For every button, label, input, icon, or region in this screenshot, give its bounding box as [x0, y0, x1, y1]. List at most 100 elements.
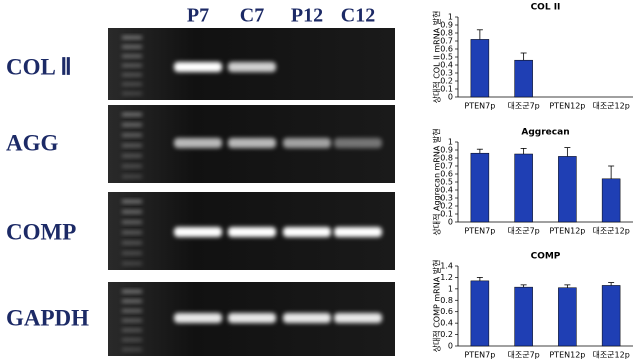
x-tick-label: PTEN7p	[464, 227, 495, 236]
y-tick-label: 1	[448, 13, 453, 22]
bar	[558, 156, 577, 223]
row-label: COMP	[6, 219, 76, 244]
y-tick-label: 0.4	[440, 319, 453, 328]
y-tick-label: 0.3	[440, 69, 453, 78]
y-tick-label: 0.5	[440, 178, 453, 187]
bar	[514, 59, 533, 98]
ladder-band	[122, 348, 142, 351]
chart-title: COL II	[531, 3, 561, 13]
y-tick-label: 0.2	[440, 330, 453, 339]
ladder-band	[122, 175, 142, 178]
ladder-band	[122, 231, 142, 234]
ladder-band	[122, 251, 142, 255]
ladder-band	[122, 309, 142, 313]
gel-band	[228, 313, 276, 323]
y-tick-label: 0.1	[440, 210, 453, 219]
y-tick-label: 1	[448, 284, 453, 293]
x-tick-label: 대조군12p	[592, 227, 629, 236]
bar	[470, 152, 490, 223]
ladder-band	[122, 92, 142, 95]
ladder-band	[122, 164, 142, 168]
y-axis-label: 상대적 Aggrecan mRNA 발현	[432, 128, 442, 235]
lane-label: C12	[341, 5, 375, 27]
bar	[601, 285, 621, 347]
bar	[558, 287, 577, 347]
ladder-band	[122, 45, 142, 49]
x-tick-label: 대조군7p	[508, 351, 540, 360]
y-tick-label: 0.9	[440, 21, 453, 30]
ladder-band	[122, 299, 142, 303]
gel-band	[334, 227, 382, 237]
y-tick-label: 0.5	[440, 53, 453, 62]
ladder-band	[122, 123, 142, 127]
y-tick-label: 0	[448, 342, 453, 351]
y-tick-label: 0	[448, 218, 453, 227]
ladder-band	[122, 210, 142, 214]
y-tick-label: 0.6	[440, 170, 453, 179]
y-tick-label: 0.2	[440, 202, 453, 211]
bar	[601, 178, 621, 223]
y-tick-label: 0	[448, 93, 453, 102]
y-tick-label: 0.8	[440, 29, 453, 38]
ladder-band	[122, 200, 142, 203]
x-tick-label: 대조군12p	[592, 102, 629, 111]
y-tick-label: 1.2	[440, 273, 453, 282]
ladder-band	[122, 338, 142, 342]
lane-label: P12	[291, 5, 323, 27]
y-axis-label: 상대적 COL II mRNA 발현	[432, 11, 442, 104]
ladder-band	[122, 290, 142, 293]
x-tick-label: 대조군7p	[508, 227, 540, 236]
gel-band	[174, 62, 222, 72]
chart-title: Aggrecan	[521, 128, 569, 138]
ladder-band	[122, 54, 142, 58]
gel-band	[283, 138, 331, 148]
ladder-band	[122, 133, 142, 137]
gel-band	[174, 227, 222, 237]
ladder-band	[122, 73, 142, 77]
chart-title: COMP	[531, 252, 561, 262]
gel-band	[283, 227, 331, 237]
y-tick-label: 0.4	[440, 61, 453, 70]
ladder-band	[122, 144, 142, 147]
row-label: GAPDH	[6, 305, 89, 330]
y-tick-label: 0.7	[440, 37, 453, 46]
gel-band	[228, 227, 276, 237]
gel-panel: P7 C7 P12 C12 COL Ⅱ AGG COMP GAPDH	[6, 5, 395, 356]
ladder-band	[122, 113, 142, 116]
ladder-band	[122, 328, 142, 332]
row-label: COL Ⅱ	[6, 54, 72, 79]
y-tick-label: 0.6	[440, 45, 453, 54]
ladder-band	[122, 82, 142, 86]
gel-band	[334, 138, 382, 148]
gel-band	[174, 313, 222, 323]
y-tick-label: 0.8	[440, 296, 453, 305]
y-tick-label: 1.4	[440, 262, 453, 271]
lane-label: C7	[240, 5, 264, 27]
y-tick-label: 0.1	[440, 85, 453, 94]
gel-band	[228, 138, 276, 148]
bar	[470, 39, 490, 98]
x-tick-label: PTEN12p	[549, 227, 585, 236]
y-tick-label: 0.6	[440, 307, 453, 316]
ladder-band	[122, 319, 142, 322]
x-tick-label: PTEN7p	[464, 351, 495, 360]
bar	[514, 153, 533, 223]
x-tick-label: 대조군7p	[508, 102, 540, 111]
y-axis-label: 상대적 COMP mRNA 발현	[432, 260, 442, 353]
y-tick-label: 0.3	[440, 194, 453, 203]
y-tick-label: 0.9	[440, 146, 453, 155]
ladder-band	[122, 241, 142, 245]
bar	[514, 286, 533, 347]
gel-band	[174, 138, 222, 148]
x-tick-label: PTEN12p	[549, 102, 585, 111]
x-tick-label: PTEN7p	[464, 102, 495, 111]
gel-band	[228, 62, 276, 72]
row-label: AGG	[6, 130, 59, 155]
x-tick-label: 대조군12p	[592, 351, 629, 360]
y-tick-label: 0.8	[440, 154, 453, 163]
gel-band	[283, 313, 331, 323]
gel-band	[334, 313, 382, 323]
x-tick-label: PTEN12p	[549, 351, 585, 360]
